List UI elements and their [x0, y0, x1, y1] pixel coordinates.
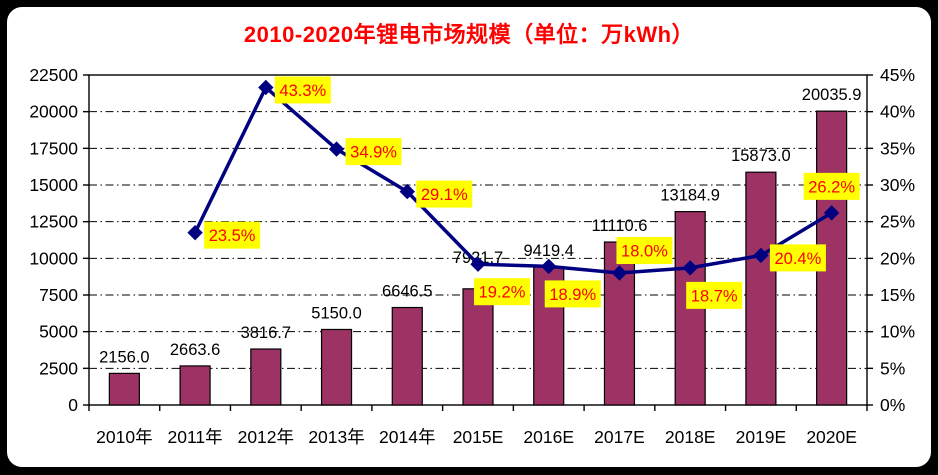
bar-2013年: [320, 328, 353, 406]
x-axis-category-label: 2012年: [238, 427, 294, 447]
bar-value-label: 13184.9: [660, 187, 720, 205]
x-axis-category-label: 2010年: [96, 427, 152, 447]
x-axis-category-label: 2014年: [379, 427, 435, 447]
pct-label-box: [544, 280, 601, 308]
pct-label-text: 26.2%: [808, 178, 855, 196]
pct-label-box: [345, 138, 402, 166]
bar-2015E: [462, 288, 494, 406]
pct-label-text: 18.0%: [621, 243, 668, 261]
diamond-marker: [187, 224, 203, 241]
pct-label-text: 23.5%: [209, 227, 256, 245]
right-axis-tick-label: 10%: [880, 322, 915, 342]
bar-value-label: 15873.0: [731, 147, 791, 165]
pct-label-text: 43.3%: [279, 82, 326, 100]
diamond-marker: [682, 260, 698, 276]
pct-label-box: [616, 237, 673, 264]
right-axis-tick-label: 45%: [880, 65, 915, 85]
diamond-marker: [753, 247, 769, 264]
pct-label-text: 18.9%: [549, 286, 596, 304]
pct-label-text: 29.1%: [421, 186, 468, 204]
right-axis-tick-label: 15%: [880, 285, 915, 305]
pct-label-text: 18.7%: [691, 287, 738, 305]
bar-value-label: 9419.4: [523, 242, 573, 260]
diamond-marker: [258, 79, 274, 96]
bar-value-label: 20035.9: [802, 86, 862, 104]
x-axis-category-label: 2015E: [453, 427, 504, 447]
bar-value-label: 3816.7: [241, 324, 291, 342]
pct-label-text: 34.9%: [350, 144, 397, 162]
bar-2010年: [108, 372, 140, 406]
right-axis-tick-label: 0%: [880, 395, 905, 415]
x-axis-category-label: 2013年: [308, 427, 364, 447]
x-axis-category-label: 2017E: [594, 427, 645, 447]
pct-label-box: [769, 244, 826, 272]
x-axis-category-label: 2019E: [736, 427, 787, 447]
right-axis-tick-label: 30%: [880, 175, 915, 195]
x-axis-category-label: 2020E: [806, 427, 857, 447]
left-axis-tick-label: 0: [68, 395, 78, 415]
x-axis-category-label: 2011年: [168, 427, 223, 447]
bar-2012年: [250, 348, 282, 406]
left-axis-tick-label: 5000: [39, 322, 78, 342]
chart-title: 2010-2020年锂电市场规模（单位：万kWh）: [243, 22, 695, 47]
pct-label-box: [474, 278, 530, 306]
left-axis-tick-label: 2500: [39, 358, 78, 378]
left-axis-tick-label: 12500: [29, 212, 78, 232]
left-axis-tick-label: 10000: [29, 248, 78, 268]
bar-2014年: [391, 306, 423, 406]
left-axis-tick-label: 15000: [29, 175, 78, 195]
growth-line: [193, 85, 834, 275]
pct-label-box: [803, 172, 860, 200]
right-axis-tick-label: 25%: [880, 212, 915, 232]
bar-value-label: 6646.5: [382, 283, 432, 301]
right-axis-tick-label: 5%: [880, 358, 905, 378]
right-axis-tick-label: 35%: [880, 138, 915, 158]
left-axis-tick-label: 22500: [29, 65, 78, 85]
right-axis-tick-label: 20%: [880, 248, 915, 268]
bar-value-label: 2663.6: [170, 341, 220, 359]
bar-value-label: 2156.0: [99, 348, 149, 366]
x-axis-category-label: 2016E: [523, 427, 574, 447]
pct-label-text: 19.2%: [479, 284, 526, 302]
left-axis-tick-label: 7500: [39, 285, 78, 305]
pct-label-box: [274, 76, 331, 104]
left-axis-tick-label: 17500: [29, 138, 78, 158]
bar-2011年: [179, 365, 211, 406]
diamond-marker: [611, 265, 628, 281]
left-axis-tick-label: 20000: [29, 102, 78, 122]
pct-label-box: [204, 221, 261, 249]
bar-2019E: [745, 171, 777, 406]
diamond-marker: [399, 183, 415, 200]
bar-value-label: 5150.0: [311, 304, 361, 322]
right-axis-tick-label: 40%: [880, 102, 915, 122]
diamond-marker: [541, 258, 557, 275]
pct-label-box: [416, 180, 473, 208]
pct-label-box: [686, 281, 743, 309]
diamond-marker: [823, 205, 840, 221]
pct-label-text: 20.4%: [775, 250, 822, 268]
bar-value-label: 11110.6: [591, 217, 647, 235]
diamond-marker: [328, 141, 345, 157]
diamond-marker: [470, 256, 486, 272]
x-axis-category-label: 2018E: [665, 427, 716, 447]
